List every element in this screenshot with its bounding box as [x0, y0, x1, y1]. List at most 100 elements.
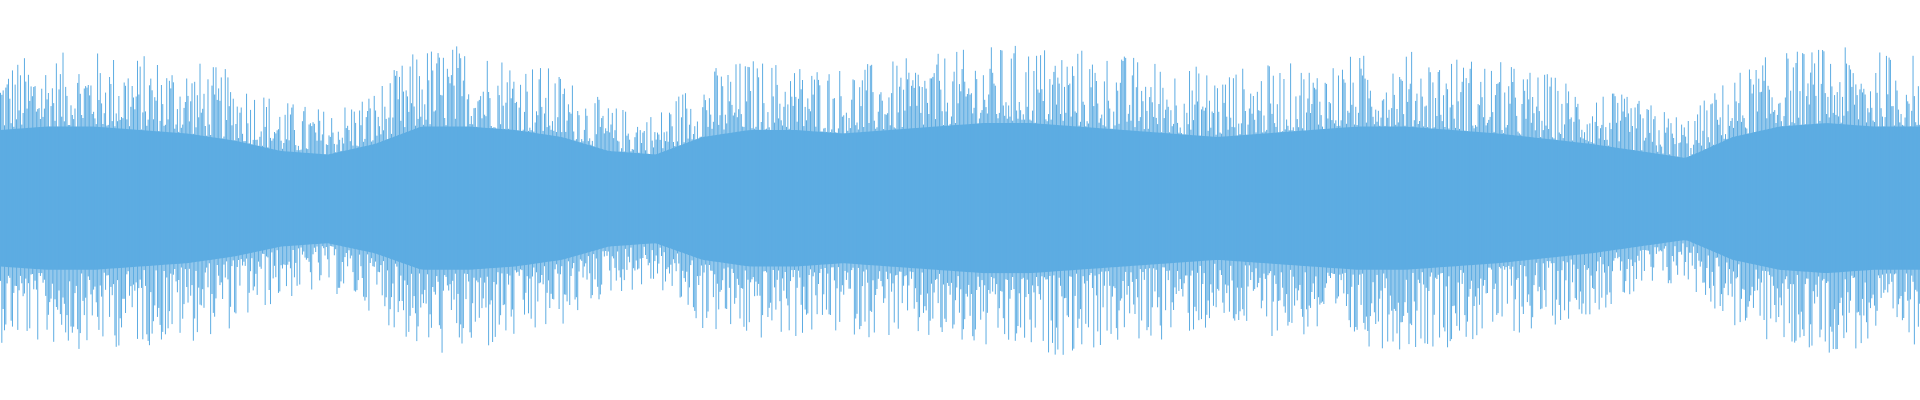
waveform-bar — [1873, 122, 1875, 306]
waveform-bar — [30, 86, 32, 275]
waveform-bar — [1482, 117, 1484, 286]
waveform-bar — [530, 130, 532, 319]
waveform-bar — [891, 93, 893, 292]
waveform-bar — [111, 121, 113, 296]
waveform-bar — [1670, 123, 1672, 284]
waveform-bar — [267, 147, 269, 258]
waveform-bar — [1599, 128, 1601, 257]
waveform-bar — [488, 92, 490, 346]
waveform-bar — [331, 118, 333, 247]
waveform-bar — [791, 96, 793, 271]
waveform-bar — [1578, 119, 1580, 310]
waveform-bar — [590, 144, 592, 299]
waveform-bar — [123, 82, 125, 299]
waveform-bar — [1146, 110, 1148, 331]
waveform-bar — [877, 111, 879, 279]
waveform-bar — [934, 119, 936, 280]
waveform-bar — [547, 68, 549, 281]
waveform-bar — [1879, 52, 1881, 279]
waveform-bar — [1054, 65, 1056, 355]
waveform-bar — [83, 88, 85, 316]
waveform-bar — [1842, 96, 1844, 316]
waveform-bar — [65, 86, 67, 333]
waveform-bar — [763, 103, 765, 272]
waveform-bar — [244, 141, 246, 266]
waveform-bar — [639, 130, 641, 259]
waveform-bar — [1744, 127, 1746, 321]
waveform-bar — [1593, 143, 1595, 289]
waveform-bar — [1576, 107, 1578, 300]
waveform-bar — [1203, 110, 1205, 274]
waveform-bar — [824, 127, 826, 269]
waveform-bar — [1219, 132, 1221, 271]
waveform-bar — [720, 76, 722, 290]
waveform-bar — [1827, 96, 1829, 282]
waveform-bar — [1097, 103, 1099, 332]
waveform-bar — [1181, 133, 1183, 289]
waveform-bar — [1738, 103, 1740, 265]
waveform-bar — [965, 96, 967, 294]
waveform-bar — [218, 88, 220, 276]
waveform-bar — [1130, 120, 1132, 273]
waveform-bar — [388, 117, 390, 326]
waveform-bar — [974, 70, 976, 330]
waveform-bar — [1216, 88, 1218, 289]
waveform-bar — [865, 90, 867, 270]
waveform-bar — [434, 110, 436, 295]
waveform-bar — [1121, 59, 1123, 299]
waveform-bar — [609, 132, 611, 271]
waveform-bar — [860, 106, 862, 326]
waveform-bar — [509, 70, 511, 276]
waveform-bar — [1296, 119, 1298, 301]
waveform-bar — [1647, 109, 1649, 251]
waveform-bar — [1532, 97, 1534, 318]
waveform-bar — [1516, 115, 1518, 280]
waveform-bar — [1903, 125, 1905, 318]
waveform-bar — [1259, 110, 1261, 278]
waveform-bar — [1703, 100, 1705, 283]
waveform-bar — [990, 47, 992, 277]
waveform-bar — [1193, 120, 1195, 330]
waveform-bar — [1058, 83, 1060, 278]
waveform-bar — [273, 132, 275, 266]
waveform-bar — [1627, 113, 1629, 260]
waveform-bar — [449, 83, 451, 285]
waveform-bar — [1517, 131, 1519, 278]
waveform-bar — [465, 126, 467, 300]
waveform-bar — [950, 116, 952, 283]
waveform-bar — [1013, 53, 1015, 290]
waveform-bar — [1056, 104, 1058, 328]
waveform-bar — [956, 51, 958, 288]
waveform-bar — [1822, 50, 1824, 281]
waveform-bar — [1349, 56, 1351, 328]
waveform-bar — [492, 127, 494, 343]
waveform-bar — [1693, 144, 1695, 247]
waveform-bar — [1093, 106, 1095, 348]
waveform-bar — [817, 79, 819, 285]
waveform-bar — [768, 127, 770, 308]
waveform-bar — [567, 104, 569, 262]
waveform-bar — [839, 71, 841, 322]
waveform-bar — [336, 144, 338, 294]
waveform-bar — [293, 130, 295, 278]
waveform-bar — [927, 102, 929, 294]
waveform-bar — [1723, 138, 1725, 288]
waveform-bar — [897, 112, 899, 329]
waveform-bar — [998, 112, 1000, 309]
waveform-bar — [593, 146, 595, 255]
waveform-bar — [1238, 123, 1240, 320]
waveform-bar — [635, 132, 637, 261]
waveform-bar — [496, 128, 498, 285]
waveform-bar — [924, 80, 926, 307]
waveform-bar — [909, 106, 911, 272]
waveform-bar — [1755, 70, 1757, 270]
waveform-bar — [808, 108, 810, 276]
waveform-bar — [376, 135, 378, 285]
waveform-bar — [1529, 72, 1531, 306]
waveform-bar — [1308, 72, 1310, 306]
waveform-bar — [1246, 134, 1248, 321]
waveform-bar — [642, 132, 644, 258]
waveform-bar — [13, 126, 15, 293]
waveform-bar — [1239, 134, 1241, 312]
